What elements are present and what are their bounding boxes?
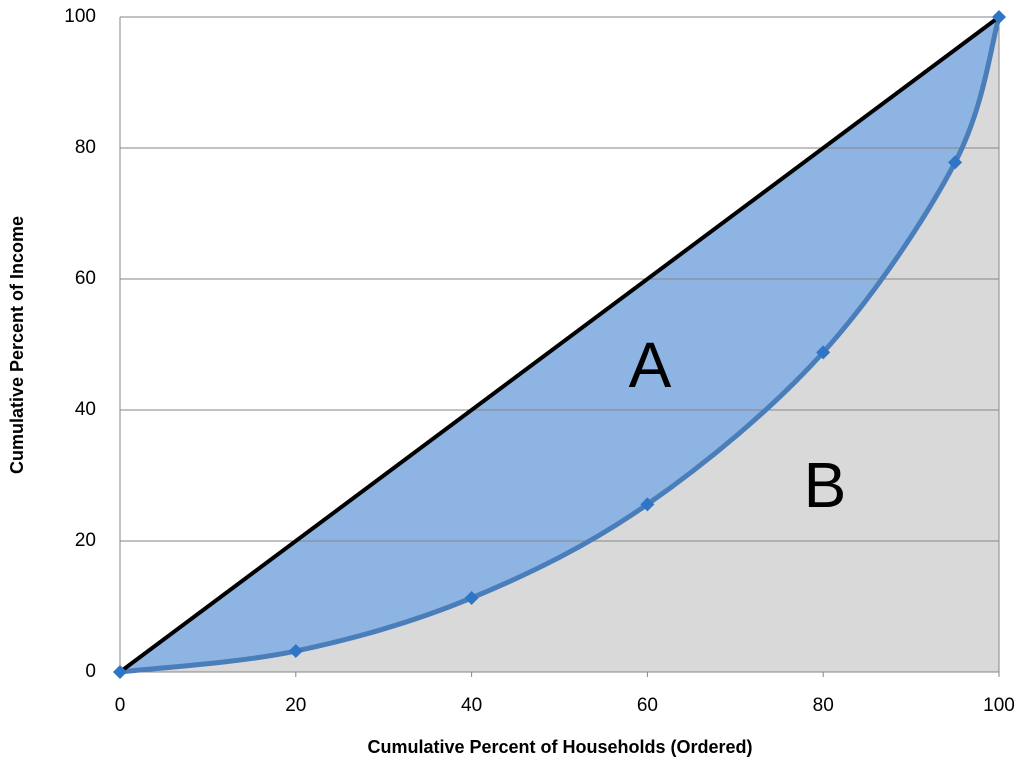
marker [640,497,655,512]
y-tick-label: 40 [75,399,96,420]
x-tick-label: 100 [983,695,1015,716]
annotation: B [804,449,847,521]
y-axis-title: Cumulative Percent of Income [7,216,27,474]
marker [464,590,479,605]
x-tick-label: 0 [115,695,126,716]
marker [816,345,831,360]
y-tick-label: 20 [75,530,96,551]
line [118,15,1001,674]
marker [288,644,303,659]
x-tick-label: 60 [637,695,658,716]
x-axis-title: Cumulative Percent of Households (Ordere… [367,737,752,757]
marker [948,155,963,170]
annotation: A [629,329,672,401]
y-tick-label: 80 [75,137,96,158]
area-below-curve [120,17,999,672]
x-tick-label: 20 [285,695,306,716]
y-tick-label: 100 [64,6,96,27]
y-tick-label: 0 [85,661,96,682]
x-tick-label: 80 [813,695,834,716]
x-tick-label: 40 [461,695,482,716]
marker [113,665,127,679]
y-tick-label: 60 [75,268,96,289]
marker [992,10,1006,24]
